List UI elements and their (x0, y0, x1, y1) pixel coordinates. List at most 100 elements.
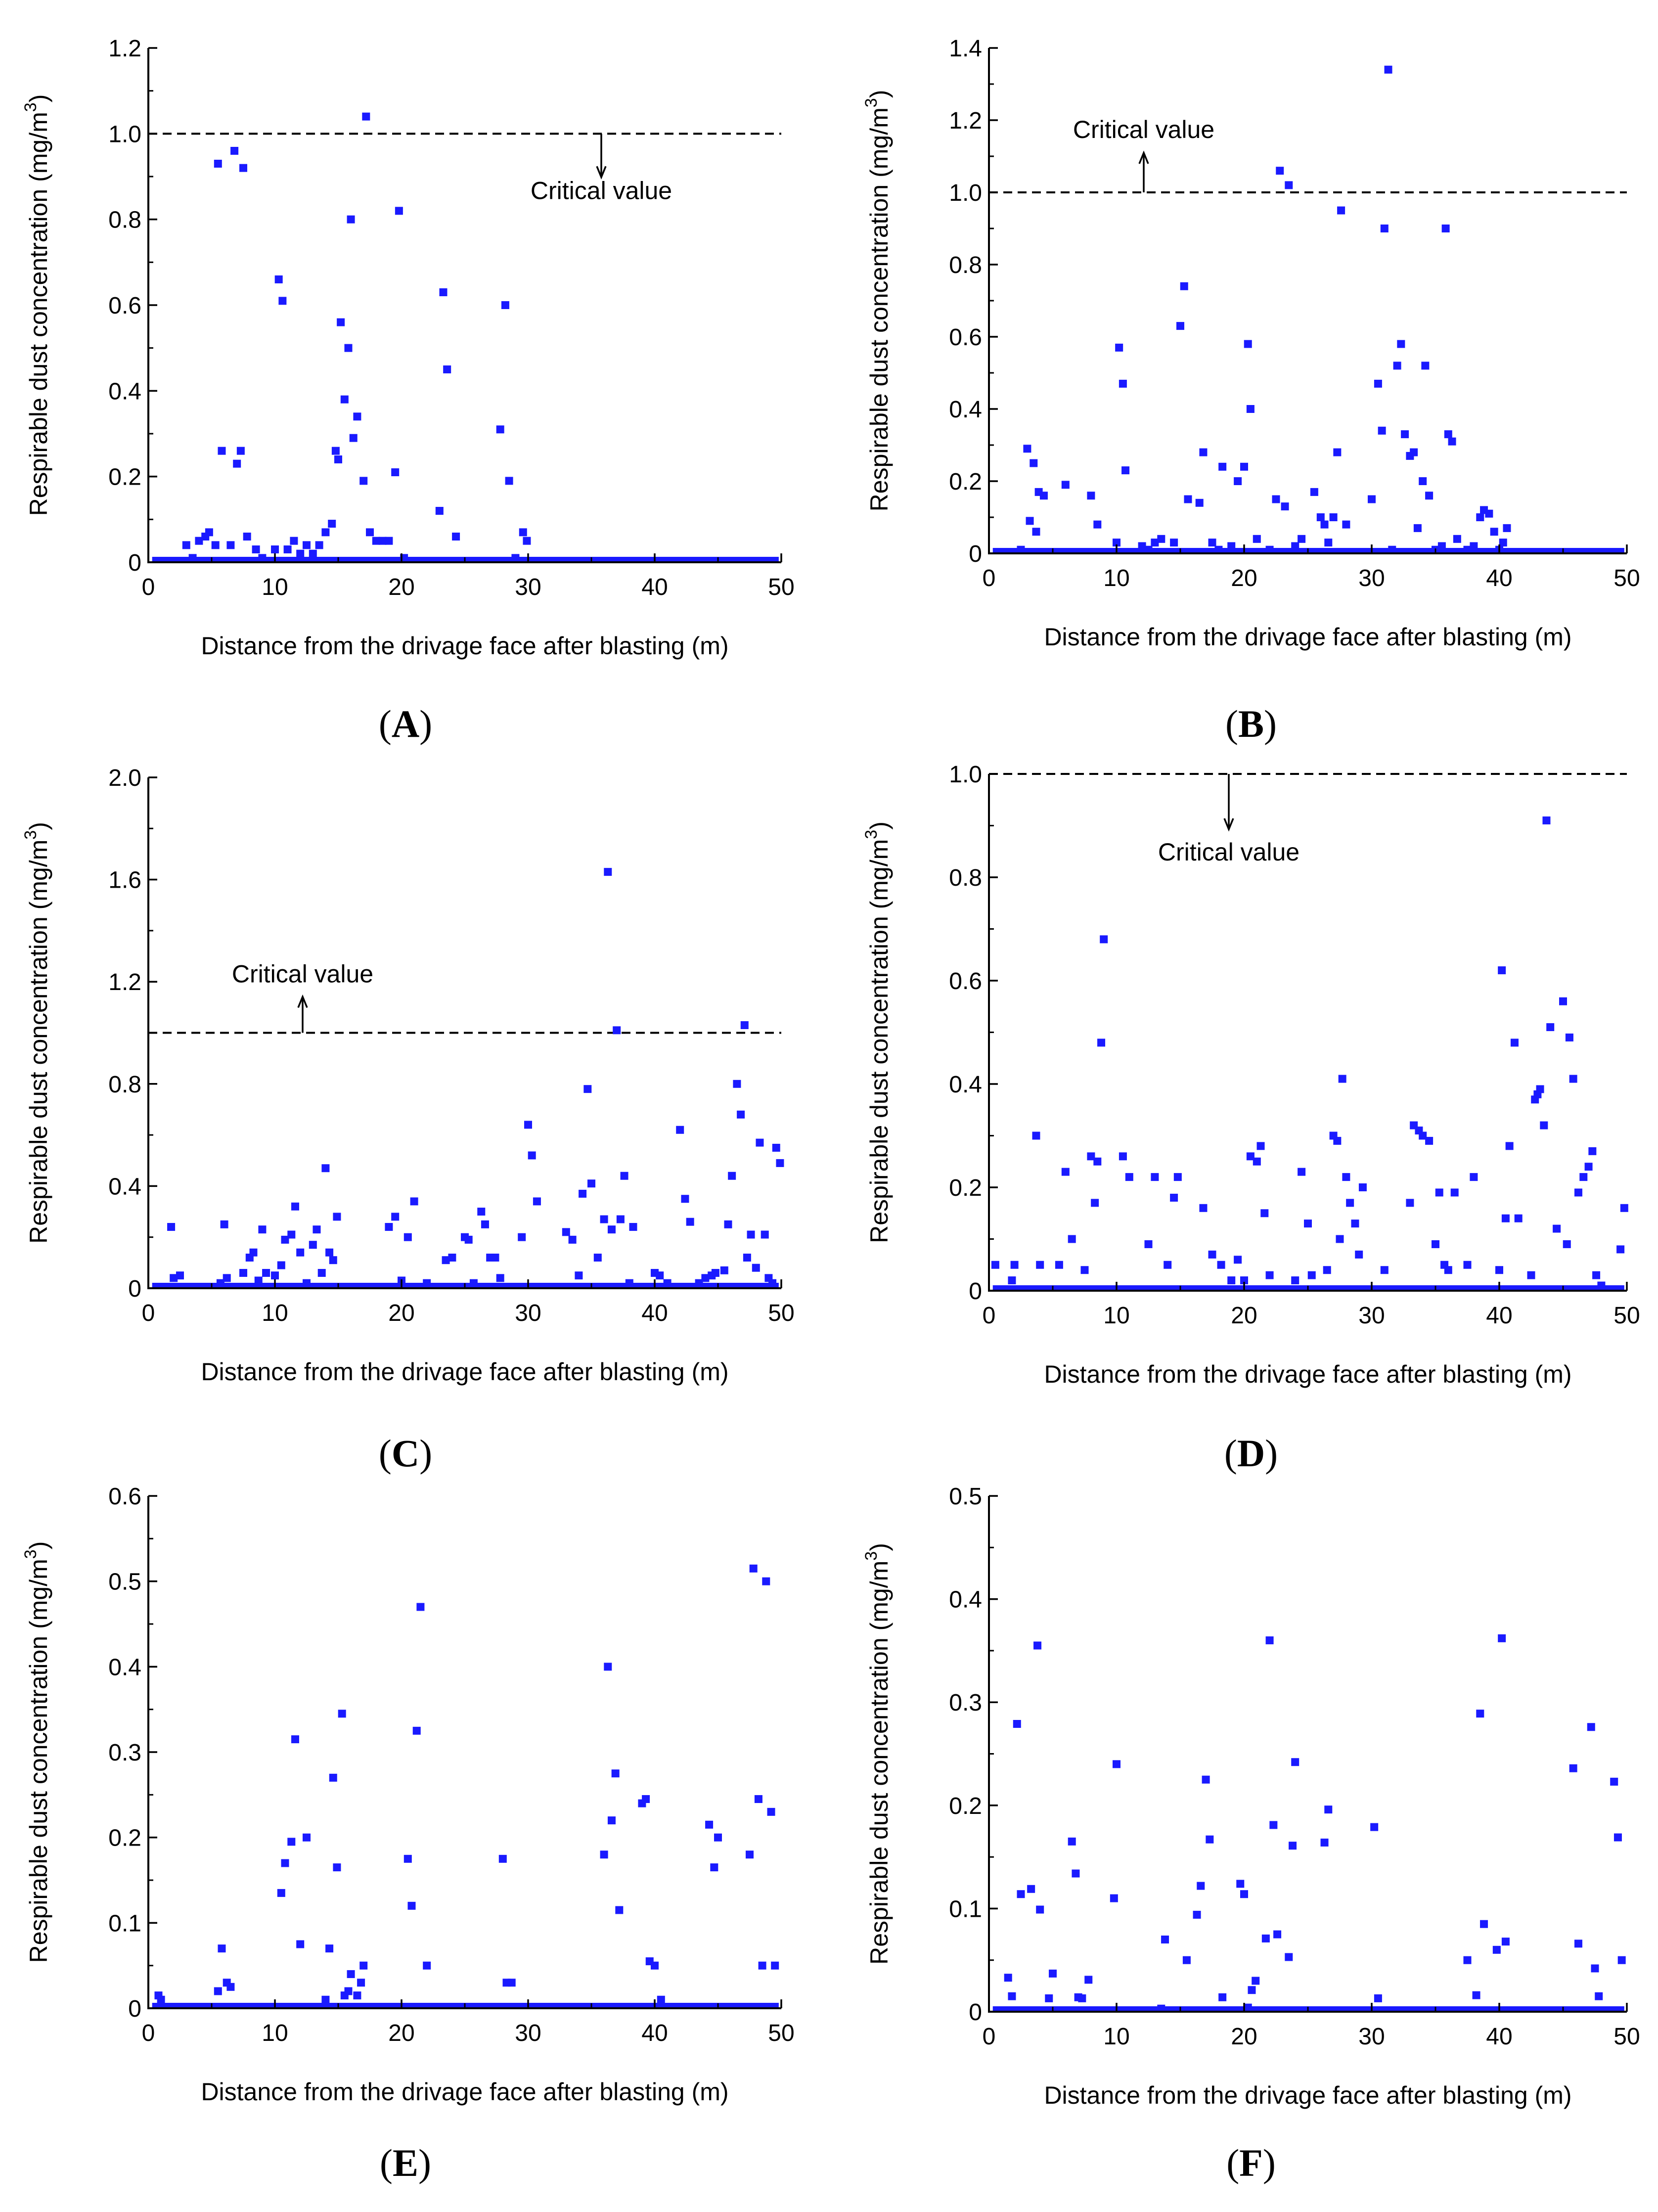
data-point (1413, 524, 1422, 532)
y-tick-label: 0.2 (949, 469, 982, 495)
data-point (746, 1851, 754, 1859)
data-point (1121, 466, 1130, 475)
critical-arrow-head (1138, 150, 1149, 164)
data-point (176, 1271, 184, 1280)
data-point (366, 528, 374, 537)
panel-label-open: ( (380, 2141, 393, 2184)
y-tick-label: 0.2 (949, 1793, 982, 1819)
panel-label-close: ) (419, 1432, 432, 1475)
data-point (1310, 488, 1318, 496)
data-point (395, 207, 403, 215)
data-point (277, 1261, 285, 1269)
data-point (296, 549, 305, 558)
data-point (1087, 492, 1095, 500)
data-point (1329, 513, 1338, 521)
data-point (701, 1274, 710, 1282)
x-axis-title: Distance from the drivage face after bla… (1044, 2081, 1571, 2109)
data-point (1368, 495, 1376, 503)
y-axis-title-close: ) (865, 821, 893, 830)
data-point (1093, 520, 1102, 529)
data-point (1495, 1266, 1503, 1274)
panel-label-letter: C (392, 1432, 419, 1475)
data-point (182, 541, 190, 549)
data-point (391, 1213, 400, 1221)
data-point (761, 1230, 769, 1239)
panel-label: (D) (1224, 1432, 1278, 1475)
data-point (1333, 448, 1342, 456)
data-point (1138, 542, 1146, 550)
data-point (1476, 513, 1484, 521)
data-point (579, 1189, 587, 1198)
x-tick-label: 0 (983, 565, 996, 591)
y-tick-label: 0.2 (949, 1175, 982, 1201)
y-axis-title: Respirable dust concentration (mg/m3) (21, 94, 52, 516)
data-point (754, 1795, 762, 1803)
y-tick-label: 0.3 (108, 1740, 141, 1766)
y-axis-title-close: ) (865, 1543, 893, 1551)
panel-label-close: ) (1264, 702, 1277, 745)
data-point (1320, 520, 1329, 529)
data-point (756, 1138, 764, 1147)
x-tick-label: 50 (1613, 565, 1640, 591)
x-axis-title: Distance from the drivage face after bla… (201, 2078, 728, 2106)
data-point (1613, 1833, 1622, 1842)
data-point (1492, 1945, 1501, 1954)
data-point (452, 533, 460, 541)
data-point (211, 541, 220, 549)
data-point (620, 1172, 628, 1180)
data-point (385, 537, 393, 545)
data-point (695, 1279, 703, 1287)
data-point (1246, 405, 1255, 413)
data-point (291, 1735, 299, 1744)
y-tick-label: 0.8 (949, 252, 982, 278)
data-point (1323, 1266, 1331, 1274)
data-point (1472, 1991, 1480, 1999)
data-point (625, 1279, 633, 1287)
data-point (642, 1795, 650, 1803)
data-point (1291, 542, 1300, 550)
y-axis-title-close: ) (865, 90, 893, 98)
data-point (656, 1271, 664, 1280)
data-point (758, 1961, 766, 1970)
data-point (1036, 1905, 1044, 1914)
data-point (1193, 1910, 1201, 1919)
data-point (435, 507, 444, 515)
data-point (1298, 1168, 1306, 1176)
panel-label-close: ) (418, 2141, 431, 2184)
data-point (1218, 462, 1227, 471)
panel-label: (F) (1226, 2141, 1276, 2184)
panel-label: (E) (380, 2141, 431, 2184)
data-point (657, 1995, 665, 2004)
data-point (611, 1769, 620, 1778)
panel-label-letter: D (1237, 1432, 1265, 1475)
data-point (1144, 545, 1153, 554)
data-point (362, 112, 370, 121)
data-point (340, 395, 349, 404)
y-tick-label: 0 (969, 541, 982, 567)
data-point (507, 1979, 516, 1987)
data-point (1281, 502, 1289, 511)
data-point (1453, 535, 1461, 543)
data-point (1620, 1204, 1628, 1212)
data-point (391, 468, 400, 476)
data-point (423, 1961, 431, 1970)
data-point (593, 1254, 602, 1262)
x-tick-label: 20 (388, 2020, 414, 2046)
data-point (1091, 1199, 1099, 1207)
data-point (1253, 1157, 1261, 1166)
x-tick-label: 30 (515, 574, 541, 600)
data-point (1100, 935, 1108, 944)
data-point (1061, 481, 1070, 489)
data-point (1559, 997, 1567, 1005)
data-point (575, 1271, 583, 1280)
y-axis-title-unit: (mg/m (25, 112, 52, 182)
y-tick-label: 1.6 (108, 867, 141, 894)
data-point (768, 1279, 777, 1287)
data-point (1351, 1219, 1359, 1228)
x-tick-label: 40 (641, 1300, 668, 1326)
data-point (1240, 1276, 1248, 1285)
data-point (262, 1269, 270, 1277)
data-point (1199, 1204, 1208, 1212)
panel-label-close: ) (1263, 2141, 1276, 2184)
